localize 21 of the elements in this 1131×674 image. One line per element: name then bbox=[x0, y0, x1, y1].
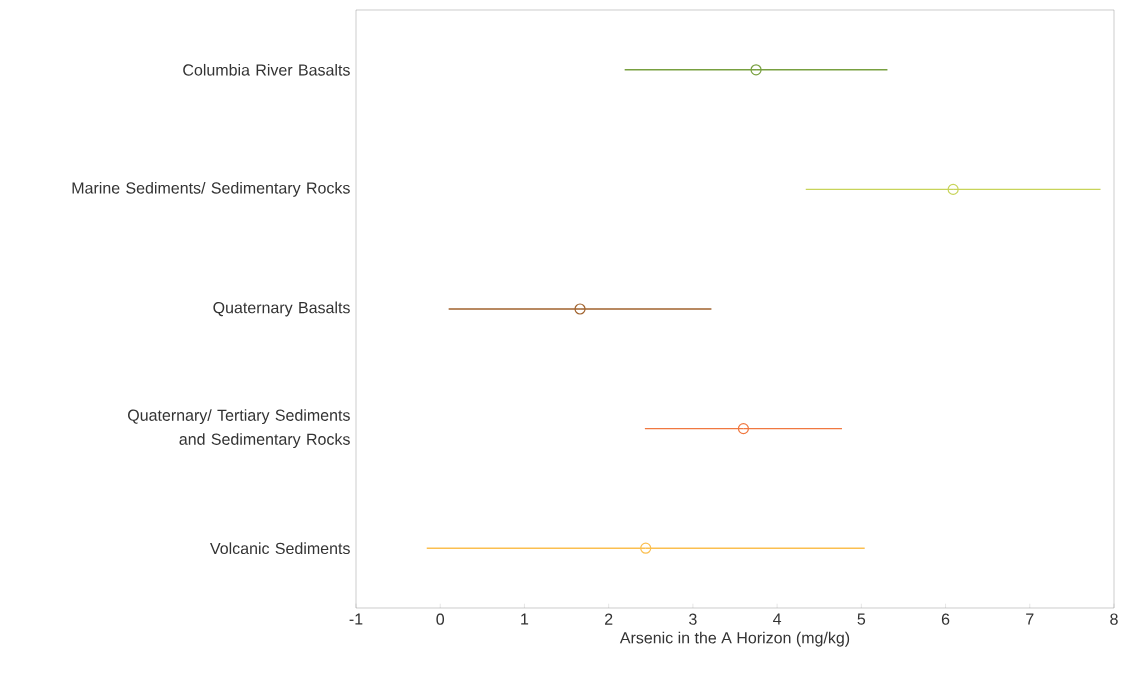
y-tick-label: Volcanic Sediments bbox=[210, 542, 350, 555]
y-tick-label: Quaternary Basalts bbox=[213, 301, 350, 317]
point bbox=[640, 542, 652, 554]
point bbox=[947, 183, 959, 195]
x-axis-title: Arsenic in the A Horizon (mg/kg) bbox=[619, 631, 850, 647]
point bbox=[574, 303, 586, 315]
point bbox=[737, 423, 750, 435]
point bbox=[750, 64, 762, 76]
x-tick-label: 4 bbox=[773, 613, 782, 625]
y-tick-label: Columbia River Basalts bbox=[183, 63, 350, 76]
y-tick-label: Quaternary/ Tertiary Sediments and Sedimentary Rocks bbox=[128, 409, 350, 449]
x-tick-label: -1 bbox=[349, 613, 363, 625]
x-tick-label: 8 bbox=[1110, 613, 1118, 625]
x-tick-label: 0 bbox=[436, 613, 445, 625]
x-tick-label: 5 bbox=[857, 613, 866, 625]
x-tick-label: 1 bbox=[521, 613, 529, 625]
y-tick-label: Marine Sediments/ Sedimentary Rocks bbox=[72, 181, 350, 197]
x-tick-label: 7 bbox=[1026, 613, 1034, 625]
x-tick-label: 3 bbox=[689, 613, 697, 625]
x-tick-label: 2 bbox=[605, 613, 613, 625]
x-tick-label: 6 bbox=[941, 613, 950, 625]
